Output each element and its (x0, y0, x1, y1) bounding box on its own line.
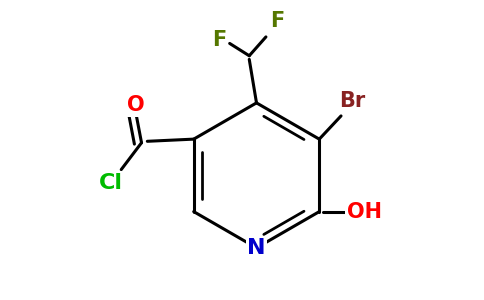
Text: Br: Br (339, 92, 365, 111)
Text: OH: OH (347, 202, 382, 222)
Text: N: N (247, 238, 266, 258)
Text: O: O (127, 95, 145, 115)
Text: F: F (212, 30, 226, 50)
Text: F: F (270, 11, 284, 31)
Text: Cl: Cl (99, 172, 123, 193)
